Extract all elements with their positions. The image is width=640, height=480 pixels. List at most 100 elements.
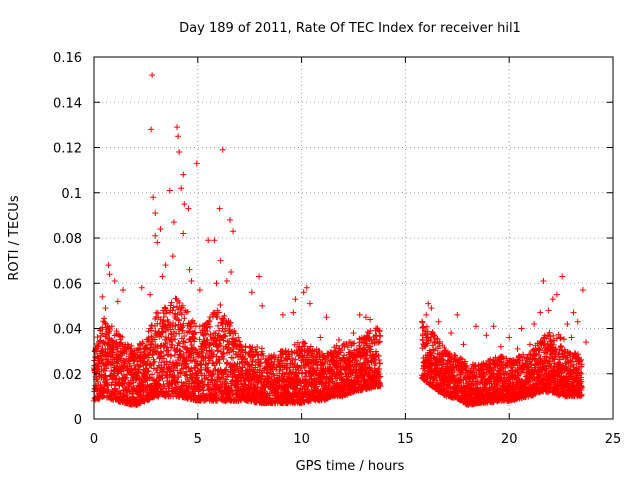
roti-point — [166, 322, 173, 329]
roti-point — [203, 324, 210, 331]
roti-point — [181, 315, 188, 322]
roti-point — [113, 328, 120, 335]
data-points — [91, 72, 590, 409]
roti-point — [119, 333, 126, 340]
roti-point — [185, 328, 192, 335]
roti-point — [145, 354, 152, 361]
roti-point — [104, 381, 111, 388]
roti-point — [194, 359, 201, 366]
roti-point — [136, 369, 143, 376]
roti-point — [180, 365, 187, 372]
roti-point — [168, 299, 175, 306]
roti-point — [113, 375, 120, 382]
roti-point — [206, 386, 213, 393]
roti-point — [172, 336, 179, 343]
roti-point — [112, 339, 119, 346]
roti-point — [216, 327, 223, 334]
roti-point — [199, 379, 206, 386]
roti-point — [177, 369, 184, 376]
roti-point — [211, 362, 218, 369]
roti-point — [188, 350, 195, 357]
roti-point — [160, 365, 167, 372]
roti-point — [188, 349, 195, 356]
roti-point — [104, 358, 111, 365]
roti-point — [177, 305, 184, 312]
roti-point — [143, 342, 150, 349]
roti-point — [191, 336, 198, 343]
roti-point — [191, 330, 198, 337]
roti-point — [180, 320, 187, 327]
roti-point — [176, 340, 183, 347]
roti-point — [215, 322, 222, 329]
roti-point — [179, 327, 186, 334]
roti-point — [173, 384, 180, 391]
roti-point — [202, 331, 209, 338]
roti-point — [258, 345, 265, 352]
roti-point — [188, 342, 195, 349]
roti-point — [136, 363, 143, 370]
roti-point — [212, 330, 219, 337]
roti-point — [99, 330, 106, 337]
roti-point — [159, 355, 166, 362]
roti-point — [191, 346, 198, 353]
roti-point — [94, 334, 101, 341]
roti-point — [148, 340, 155, 347]
roti-point — [183, 360, 190, 367]
roti-point — [176, 330, 183, 337]
roti-point — [178, 311, 185, 318]
roti-point — [131, 362, 138, 369]
roti-point — [376, 360, 383, 367]
roti-point — [161, 352, 168, 359]
roti-point — [215, 309, 222, 316]
roti-point — [135, 375, 142, 382]
roti-point — [128, 342, 135, 349]
roti-point — [138, 349, 145, 356]
grid-lines — [94, 57, 613, 419]
roti-point — [218, 374, 225, 381]
roti-point — [214, 313, 221, 320]
roti-point — [176, 299, 183, 306]
roti-point — [159, 329, 166, 336]
roti-point — [206, 323, 213, 330]
roti-point — [175, 306, 182, 313]
roti-point — [217, 302, 224, 309]
roti-point — [135, 346, 142, 353]
roti-point — [183, 358, 190, 365]
roti-point — [163, 307, 170, 314]
roti-point — [142, 372, 149, 379]
roti-point — [376, 356, 383, 363]
roti-point — [219, 350, 226, 357]
roti-point — [168, 353, 175, 360]
roti-point — [175, 317, 182, 324]
roti-point — [175, 339, 182, 346]
roti-point — [191, 320, 198, 327]
roti-point — [185, 353, 192, 360]
roti-point — [169, 342, 176, 349]
roti-point — [143, 345, 150, 352]
roti-point — [188, 319, 195, 326]
roti-point — [145, 368, 152, 375]
roti-point — [118, 355, 125, 362]
roti-point — [196, 336, 203, 343]
roti-point — [121, 380, 128, 387]
roti-point — [159, 375, 166, 382]
roti-point — [101, 393, 108, 400]
roti-point — [170, 304, 177, 311]
roti-point — [144, 358, 151, 365]
roti-point — [190, 354, 197, 361]
roti-point — [148, 334, 155, 341]
roti-point — [169, 307, 176, 314]
roti-point — [170, 374, 177, 381]
roti-point — [419, 319, 426, 326]
roti-point — [152, 328, 159, 335]
roti-point — [122, 376, 129, 383]
roti-point — [110, 346, 117, 353]
roti-point — [184, 308, 191, 315]
roti-point — [175, 374, 182, 381]
roti-point — [99, 349, 106, 356]
roti-point — [173, 303, 180, 310]
roti-point — [158, 333, 165, 340]
roti-point — [162, 340, 169, 347]
roti-point — [101, 315, 108, 322]
